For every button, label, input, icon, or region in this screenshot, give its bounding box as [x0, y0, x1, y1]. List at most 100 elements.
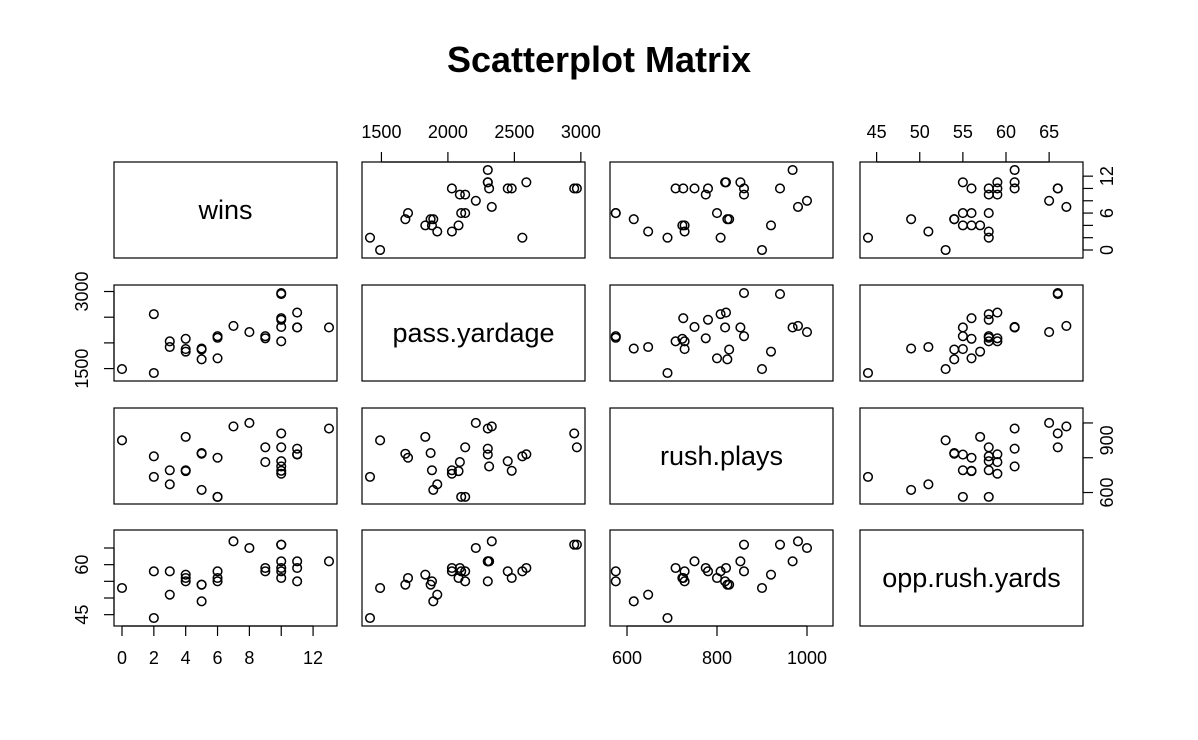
point-r2-c1-9 — [517, 451, 528, 462]
point-r2-c1-2 — [569, 428, 580, 439]
point-r2-c3-24 — [966, 452, 977, 463]
point-r3-c1-9 — [517, 566, 528, 577]
point-r2-c0-27 — [116, 435, 128, 446]
point-r0-c2-0 — [787, 164, 798, 176]
point-r0-c1-20 — [432, 226, 443, 237]
point-r3-c1-5 — [482, 576, 493, 587]
point-r2-c1-18 — [456, 491, 467, 502]
point-r0-c2-12 — [700, 189, 711, 200]
point-r3-c2-19 — [677, 572, 688, 584]
point-r0-c3-19 — [966, 220, 977, 231]
point-r1-c2-17 — [722, 354, 733, 365]
left-tick-label-1-1: 3000 — [72, 271, 92, 311]
point-r2-c1-14 — [460, 491, 471, 502]
point-r2-c0-21 — [164, 465, 175, 476]
point-r1-c3-18 — [983, 332, 994, 343]
point-r1-c0-7 — [292, 322, 303, 333]
point-r1-c2-9 — [715, 309, 726, 320]
bottom-tick-label-0-4: 8 — [244, 648, 254, 668]
right-tick-label-0-2: 12 — [1097, 166, 1117, 186]
point-r3-c1-20 — [432, 589, 443, 600]
point-r0-c3-13 — [983, 189, 994, 200]
point-r1-c2-19 — [677, 333, 688, 344]
panel-2-2 — [609, 407, 834, 505]
point-r0-c2-10 — [792, 201, 804, 212]
point-r1-c0-24 — [212, 353, 223, 364]
point-r0-c1-9 — [517, 232, 528, 243]
bottom-tick-label-0-5: 12 — [303, 648, 323, 668]
point-r3-c2-16 — [628, 596, 639, 607]
point-r2-c3-14 — [957, 491, 968, 502]
point-r3-c2-22 — [765, 569, 777, 580]
top-tick-label-3-1: 50 — [910, 122, 930, 142]
point-r0-c1-17 — [400, 214, 411, 225]
point-r2-c0-22 — [180, 431, 191, 442]
point-r1-c0-18 — [212, 332, 223, 343]
point-r1-c0-11 — [276, 321, 287, 333]
point-r3-c0-5 — [292, 576, 303, 587]
point-r3-c2-21 — [679, 566, 690, 577]
point-r3-c0-2 — [276, 539, 287, 550]
point-r0-c2-19 — [677, 220, 688, 231]
point-r3-c0-19 — [180, 572, 191, 584]
point-r1-c0-23 — [276, 336, 287, 347]
point-r1-c0-26 — [148, 367, 159, 379]
point-r2-c3-5 — [957, 449, 968, 460]
point-r0-c3-16 — [906, 214, 917, 225]
point-r1-c3-8 — [957, 344, 968, 355]
point-r0-c1-18 — [456, 208, 467, 219]
point-r1-c0-20 — [164, 341, 175, 353]
point-r1-c0-2 — [276, 289, 287, 300]
point-r0-c1-25 — [470, 195, 481, 206]
top-tick-label-1-1: 2000 — [428, 122, 468, 142]
point-r3-c1-1 — [571, 539, 582, 550]
point-r1-c2-25 — [801, 327, 813, 338]
point-r0-c3-18 — [983, 208, 994, 219]
point-r0-c3-23 — [992, 183, 1003, 194]
point-r3-c1-13 — [460, 566, 471, 577]
point-r2-c1-10 — [486, 421, 497, 432]
bottom-tick-label-0-1: 2 — [149, 648, 159, 668]
point-r0-c3-11 — [1009, 183, 1020, 194]
point-r3-c2-0 — [787, 556, 798, 567]
point-r3-c1-15 — [425, 579, 436, 590]
point-r0-c2-26 — [662, 232, 673, 243]
bottom-tick-label-0-3: 6 — [213, 648, 223, 668]
point-r1-c2-16 — [628, 343, 639, 354]
point-r0-c1-16 — [428, 214, 439, 225]
point-r0-c3-2 — [1052, 183, 1063, 194]
point-r2-c1-11 — [484, 461, 495, 472]
point-r2-c1-13 — [460, 442, 471, 453]
point-r3-c0-20 — [164, 589, 175, 600]
point-r1-c2-1 — [738, 288, 750, 299]
point-r1-c3-4 — [992, 307, 1003, 318]
point-r1-c3-26 — [862, 367, 874, 379]
point-r2-c3-21 — [983, 465, 994, 476]
point-r1-c0-10 — [228, 320, 239, 331]
point-r0-c2-24 — [711, 208, 723, 219]
panel-2-1 — [361, 407, 586, 505]
left-tick-label-3-0: 45 — [72, 605, 92, 625]
point-r0-c1-2 — [569, 183, 580, 194]
point-r2-c1-7 — [482, 443, 493, 454]
point-r0-c1-12 — [454, 189, 465, 200]
point-r0-c1-6 — [506, 183, 517, 194]
point-r3-c1-19 — [453, 572, 464, 584]
left-tick-label-1-0: 1500 — [72, 349, 92, 389]
panel-3-1 — [361, 529, 586, 627]
point-r3-c2-7 — [735, 556, 746, 567]
point-r2-c0-11 — [276, 461, 287, 472]
point-r0-c1-11 — [484, 183, 495, 194]
panel-1-1 — [361, 284, 586, 382]
point-r2-c1-8 — [426, 465, 438, 476]
bottom-tick-label-2-1: 800 — [702, 648, 732, 668]
point-r2-c0-19 — [180, 466, 191, 477]
point-r2-c0-6 — [276, 465, 287, 476]
point-r2-c0-1 — [276, 442, 287, 453]
point-r0-c1-27 — [375, 244, 386, 256]
point-r1-c2-5 — [720, 322, 731, 333]
point-r0-c1-26 — [364, 232, 376, 243]
bottom-tick-label-0-0: 0 — [117, 648, 127, 668]
point-r2-c3-1 — [1052, 442, 1063, 453]
